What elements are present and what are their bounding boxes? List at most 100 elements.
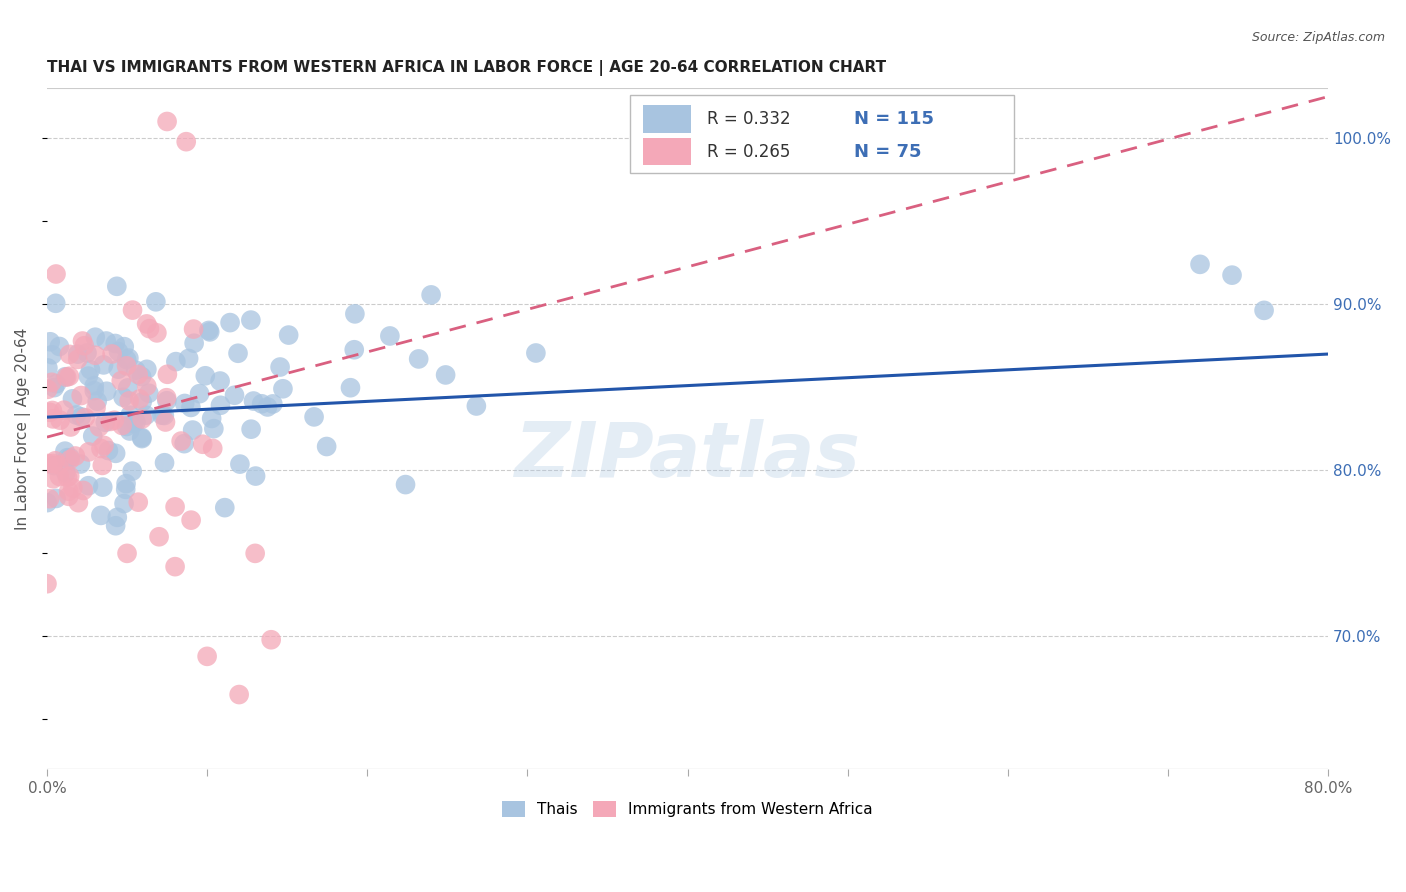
Point	[90, 508, 112, 523]
Point	[62, 481, 84, 495]
Point	[127, 368, 149, 382]
Point	[148, 530, 170, 544]
Text: R = 0.265: R = 0.265	[707, 143, 790, 161]
Point	[96, 334, 118, 348]
Point	[145, 294, 167, 309]
Point	[58, 489, 80, 503]
Point	[209, 374, 232, 388]
Point	[118, 424, 141, 438]
Point	[65, 408, 87, 422]
Point	[45, 376, 67, 391]
Point	[118, 393, 141, 408]
Point	[103, 413, 125, 427]
Text: N = 75: N = 75	[853, 143, 921, 161]
Point	[39, 334, 62, 349]
Point	[72, 483, 94, 498]
Point	[131, 412, 153, 426]
Point	[45, 491, 67, 506]
Point	[408, 351, 430, 366]
Point	[70, 388, 93, 402]
Point	[138, 321, 160, 335]
Point	[177, 351, 200, 366]
Point	[56, 450, 79, 465]
Point	[115, 359, 138, 373]
Point	[77, 445, 100, 459]
Point	[84, 401, 107, 415]
Point	[115, 352, 138, 367]
Point	[112, 390, 135, 404]
Point	[121, 303, 143, 318]
Point	[45, 267, 67, 281]
Point	[79, 363, 101, 377]
Point	[89, 420, 111, 434]
Point	[242, 394, 264, 409]
Point	[83, 384, 105, 398]
Y-axis label: In Labor Force | Age 20-64: In Labor Force | Age 20-64	[15, 327, 31, 530]
Point	[224, 388, 246, 402]
Point	[243, 546, 266, 560]
Point	[155, 415, 177, 429]
Point	[38, 405, 60, 419]
Point	[135, 317, 157, 331]
Point	[269, 359, 291, 374]
Point	[165, 500, 187, 514]
Point	[128, 392, 150, 406]
Point	[42, 458, 65, 473]
Point	[104, 336, 127, 351]
Point	[37, 361, 59, 376]
Point	[153, 456, 176, 470]
Point	[56, 470, 79, 484]
Point	[150, 409, 173, 423]
Point	[73, 339, 96, 353]
Point	[59, 420, 82, 434]
Point	[76, 346, 98, 360]
Point	[42, 472, 65, 486]
Point	[62, 392, 84, 406]
Point	[219, 316, 242, 330]
Point	[240, 422, 263, 436]
Point	[260, 632, 283, 647]
Point	[49, 413, 72, 427]
Point	[59, 469, 82, 483]
Point	[229, 457, 252, 471]
Point	[165, 354, 187, 368]
Point	[135, 379, 157, 393]
Point	[77, 478, 100, 492]
Point	[107, 362, 129, 376]
Point	[111, 418, 134, 433]
Point	[41, 457, 63, 471]
Point	[37, 457, 59, 471]
Point	[201, 411, 224, 425]
Point	[59, 452, 82, 467]
Point	[77, 369, 100, 384]
Point	[48, 469, 70, 483]
Point	[65, 449, 87, 463]
Point	[180, 401, 202, 415]
Point	[183, 322, 205, 336]
Point	[195, 649, 218, 664]
Point	[146, 326, 169, 340]
Point	[35, 576, 58, 591]
Point	[70, 409, 93, 424]
Point	[42, 412, 65, 426]
Point	[97, 443, 120, 458]
Point	[53, 369, 76, 384]
Point	[524, 346, 547, 360]
Point	[101, 347, 124, 361]
Text: Source: ZipAtlas.com: Source: ZipAtlas.com	[1251, 31, 1385, 45]
Point	[112, 340, 135, 354]
Point	[214, 500, 236, 515]
Point	[58, 484, 80, 499]
Point	[198, 325, 221, 339]
Point	[59, 450, 82, 465]
Point	[84, 348, 107, 362]
Point	[302, 409, 325, 424]
Point	[155, 391, 177, 405]
Point	[121, 464, 143, 478]
Point	[104, 518, 127, 533]
Point	[156, 114, 179, 128]
Point	[198, 323, 221, 337]
Point	[44, 454, 66, 468]
Point	[125, 415, 148, 429]
Point	[1253, 303, 1275, 318]
